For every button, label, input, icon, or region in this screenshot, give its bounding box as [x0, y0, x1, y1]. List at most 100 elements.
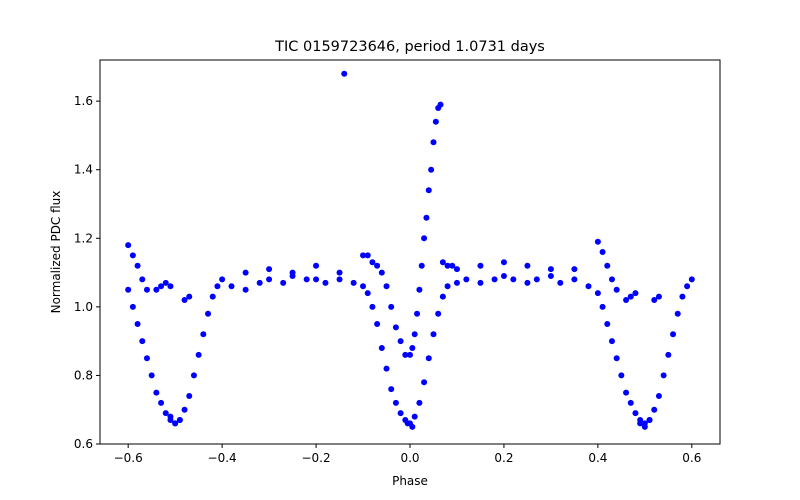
y-tick-label: 1.2 [74, 231, 93, 245]
data-point [435, 310, 442, 317]
data-point [374, 321, 381, 327]
data-point [402, 351, 409, 358]
data-point [665, 351, 672, 358]
data-point [350, 279, 357, 286]
y-axis-ticks: 0.6 0.8 1.0 1.2 1.4 1.6 [74, 94, 100, 451]
data-point [256, 279, 263, 286]
data-point [167, 283, 174, 290]
data-point [594, 238, 601, 245]
data-point [524, 279, 531, 286]
data-point [411, 413, 418, 420]
data-point [637, 420, 644, 427]
data-point [613, 286, 620, 293]
data-point [547, 266, 554, 273]
data-point [425, 187, 432, 194]
x-axis-label: Phase [392, 474, 428, 488]
data-point [439, 293, 446, 300]
data-point [623, 389, 630, 396]
data-point [641, 423, 648, 430]
data-point [181, 406, 188, 413]
x-tick-label: 0.6 [682, 451, 701, 465]
data-point [428, 166, 435, 173]
data-point [397, 410, 404, 417]
data-point [313, 262, 320, 269]
data-point [547, 273, 554, 279]
data-point [392, 324, 399, 331]
data-point [500, 259, 507, 266]
x-tick-label: −0.2 [301, 451, 330, 465]
data-point [411, 331, 418, 338]
data-point [341, 70, 348, 77]
data-point [383, 365, 390, 372]
data-point [186, 393, 193, 399]
data-point [463, 276, 470, 283]
data-point [655, 293, 662, 300]
data-point [383, 283, 390, 290]
data-point [148, 372, 155, 379]
data-point [129, 252, 136, 259]
data-point [430, 331, 437, 338]
data-point [407, 351, 413, 358]
data-point [604, 321, 611, 327]
data-point [414, 310, 421, 317]
data-point [313, 276, 320, 283]
y-axis-label: Normalized PDC flux [49, 191, 63, 314]
data-point [228, 283, 235, 290]
data-point [176, 417, 183, 423]
data-point [491, 276, 498, 283]
data-point [369, 303, 376, 310]
data-point [374, 262, 381, 269]
data-point [416, 399, 423, 406]
data-point [437, 101, 444, 108]
data-point [660, 372, 667, 379]
data-point [303, 276, 310, 283]
data-point [134, 321, 141, 327]
data-point [432, 118, 439, 125]
data-point [125, 242, 132, 249]
data-point [651, 406, 658, 413]
data-point [404, 420, 411, 427]
data-point [604, 262, 611, 269]
data-point [627, 399, 634, 406]
data-point [418, 262, 425, 269]
data-point [670, 331, 677, 338]
data-point [167, 413, 174, 420]
data-point [416, 286, 423, 293]
data-point [378, 269, 385, 276]
data-point [336, 276, 343, 283]
data-point [364, 290, 371, 297]
x-tick-label: −0.6 [114, 451, 143, 465]
y-tick-label: 1.4 [74, 163, 93, 177]
data-point [172, 420, 179, 427]
data-point [153, 389, 160, 396]
data-point [162, 279, 169, 286]
data-point [200, 331, 207, 338]
data-point [129, 303, 136, 310]
data-point [205, 310, 212, 317]
data-point [627, 293, 634, 300]
data-point [557, 279, 564, 286]
data-point [674, 310, 681, 317]
plot-frame [99, 59, 721, 445]
data-point [158, 283, 165, 290]
data-point [409, 423, 416, 430]
y-tick-label: 1.0 [74, 300, 93, 314]
y-tick-label: 1.6 [74, 94, 93, 108]
data-point [510, 276, 517, 283]
data-point [190, 372, 197, 379]
data-point [388, 303, 395, 310]
data-point [477, 279, 484, 286]
data-point [608, 276, 615, 283]
data-point [599, 303, 606, 310]
data-point [139, 338, 146, 345]
data-point [430, 139, 437, 146]
data-point [655, 393, 662, 399]
data-point [242, 286, 249, 293]
data-point [242, 269, 249, 276]
y-tick-label: 0.8 [74, 368, 93, 382]
data-point [594, 290, 601, 297]
data-point [571, 266, 578, 273]
data-point [289, 269, 296, 276]
data-point [618, 372, 625, 379]
data-point [409, 345, 416, 351]
